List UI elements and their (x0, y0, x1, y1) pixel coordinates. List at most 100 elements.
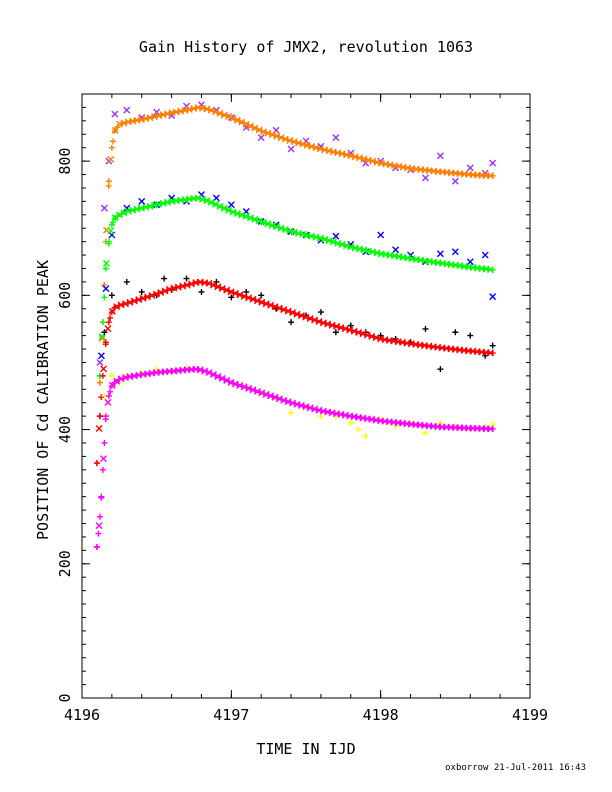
fit-point (111, 379, 118, 386)
fit-point (108, 309, 115, 316)
fit-point (105, 319, 112, 326)
fit-point (489, 425, 496, 432)
fit-point (100, 455, 108, 463)
plot-frame (81, 93, 531, 699)
fit-point (98, 394, 105, 401)
raw-point (377, 231, 385, 239)
raw-point (332, 134, 340, 142)
axes: 4196 4197 4198 4199 0 200 400 600 800 (56, 93, 548, 724)
raw-point (108, 231, 116, 239)
fit-point (111, 304, 118, 311)
fit-point (93, 544, 100, 550)
raw-point (466, 258, 474, 266)
x-tick-label: 4196 (64, 706, 100, 724)
raw-point (153, 108, 161, 116)
x-tick-label: 4198 (363, 706, 399, 724)
raw-point (347, 322, 354, 329)
fit-point (107, 388, 114, 395)
raw-point (101, 329, 108, 336)
credit-text: oxborrow 21-Jul-2011 16:43 (445, 763, 586, 773)
raw-point (213, 278, 220, 285)
raw-point (421, 174, 429, 182)
raw-point (481, 251, 489, 259)
raw-point (451, 177, 459, 185)
raw-point (332, 232, 340, 240)
fit-point (104, 325, 112, 333)
fit-point (101, 439, 108, 446)
fit-point (96, 379, 103, 386)
fit-point (107, 155, 115, 163)
series-group-3 (93, 364, 496, 550)
series-group-1 (96, 191, 497, 379)
fit-point (107, 314, 114, 321)
raw-point (100, 204, 108, 212)
series-layer (93, 101, 497, 550)
raw-point (347, 419, 354, 426)
raw-point (317, 309, 324, 316)
x-axis-label: TIME IN IJD (256, 740, 355, 758)
raw-point (96, 358, 104, 366)
x-tick-label: 4199 (512, 706, 548, 724)
raw-point (198, 288, 205, 295)
fit-point (107, 227, 115, 235)
raw-point (108, 292, 115, 299)
raw-point (332, 329, 339, 336)
fit-point (98, 334, 106, 342)
x-tick-label: 4197 (213, 706, 249, 724)
raw-point (422, 325, 429, 332)
fit-point (100, 365, 108, 373)
raw-point (355, 426, 362, 433)
fit-point (102, 413, 109, 420)
raw-point (258, 292, 265, 299)
fit-point (111, 215, 118, 222)
fit-point (101, 294, 108, 301)
raw-point (362, 433, 369, 440)
y-tick-label: 0 (56, 693, 74, 702)
raw-point (123, 106, 131, 114)
y-tick-label: 200 (56, 550, 74, 577)
raw-point (436, 250, 444, 258)
raw-point (288, 319, 295, 326)
raw-point (102, 285, 110, 293)
raw-point (489, 159, 497, 167)
fit-point (102, 259, 110, 267)
fit-point (95, 522, 103, 530)
fit-point (111, 127, 118, 134)
fit-point (104, 398, 112, 406)
raw-point (227, 201, 235, 209)
raw-point (489, 342, 496, 349)
fit-point (108, 382, 115, 389)
raw-point (467, 332, 474, 339)
y-tick-label: 800 (56, 148, 74, 175)
fit-point (105, 393, 112, 399)
raw-point (451, 248, 459, 256)
y-tick-label: 600 (56, 282, 74, 309)
raw-point (489, 293, 497, 301)
fit-point (95, 530, 102, 537)
raw-point (288, 409, 295, 416)
fit-point (102, 339, 109, 346)
fit-point (105, 238, 112, 245)
raw-point (111, 110, 119, 118)
fit-point (489, 350, 496, 357)
series-group-2 (93, 275, 496, 467)
raw-point (422, 429, 429, 436)
raw-point (257, 134, 265, 142)
fit-point (110, 138, 117, 145)
raw-point (138, 197, 146, 205)
fit-point (99, 372, 106, 379)
fit-point (96, 413, 103, 420)
fit-point (105, 178, 112, 185)
y-tick-label: 400 (56, 416, 74, 443)
fit-point (108, 221, 115, 228)
raw-point (466, 164, 474, 172)
fit-point (99, 319, 106, 326)
raw-point (437, 366, 444, 373)
raw-point (183, 275, 190, 282)
fit-point (98, 493, 105, 500)
fit-point (108, 144, 115, 151)
chart-title: Gain History of JMX2, revolution 1063 (139, 38, 473, 56)
fit-point (96, 513, 103, 520)
raw-point (108, 372, 115, 379)
